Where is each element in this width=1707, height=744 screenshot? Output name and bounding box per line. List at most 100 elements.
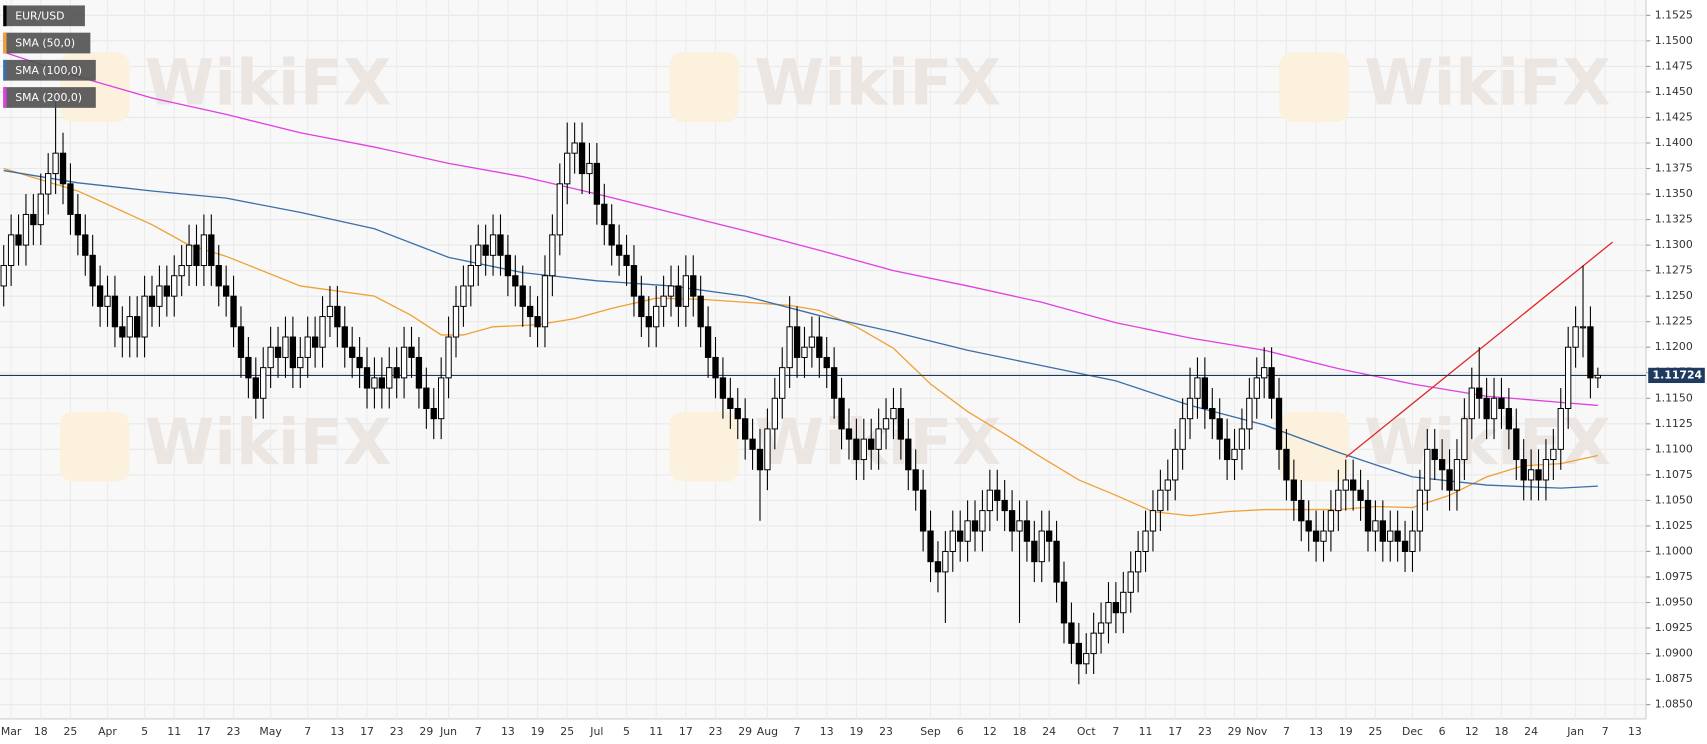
y-tick-label: 1.1450 xyxy=(1655,85,1693,98)
x-tick-label: Mar xyxy=(1,725,22,738)
x-tick-label: 23 xyxy=(709,725,723,738)
legend-label: SMA (200,0) xyxy=(15,91,82,104)
candle-body xyxy=(1075,642,1082,665)
candle-body xyxy=(156,285,163,307)
watermark: WikiFX xyxy=(145,405,392,479)
x-tick-label: 13 xyxy=(820,725,834,738)
x-tick-label: Apr xyxy=(98,725,117,738)
candle-body xyxy=(1401,540,1409,552)
y-tick-label: 1.1225 xyxy=(1655,315,1693,328)
candle-body xyxy=(1157,489,1164,512)
x-tick-label: 12 xyxy=(983,725,997,738)
legend-swatch xyxy=(3,87,7,108)
candle-body xyxy=(171,275,178,297)
candle-body xyxy=(1290,479,1298,501)
candle-body xyxy=(489,234,497,256)
x-tick-label: 7 xyxy=(304,725,311,738)
candle-body xyxy=(838,397,845,430)
watermark: WikiFX xyxy=(754,46,1001,120)
candle-body xyxy=(1461,418,1468,461)
candle-body xyxy=(475,244,482,267)
y-tick-label: 1.1100 xyxy=(1655,442,1693,455)
candle-body xyxy=(215,265,222,287)
x-tick-label: 11 xyxy=(649,725,663,738)
legend-box xyxy=(3,87,96,108)
candle-body xyxy=(934,561,942,573)
candle-body xyxy=(111,295,119,328)
x-tick-label: 7 xyxy=(475,725,482,738)
candle-body xyxy=(1416,489,1424,532)
candle-body xyxy=(1112,602,1120,614)
candle-body xyxy=(1335,489,1342,512)
candle-body xyxy=(104,295,111,307)
candle-body xyxy=(1038,530,1045,563)
candle-body xyxy=(704,326,712,358)
x-tick-label: 12 xyxy=(1465,725,1479,738)
candle-body xyxy=(96,285,104,307)
candle-body xyxy=(682,275,690,307)
candle-body xyxy=(630,265,638,297)
candle-body xyxy=(1565,346,1572,409)
legend-label: EUR/USD xyxy=(15,9,64,22)
x-tick-label: 19 xyxy=(1339,725,1353,738)
candle-body xyxy=(1046,530,1053,542)
candle-body xyxy=(1379,520,1386,542)
x-tick-label: 29 xyxy=(1228,725,1242,738)
candle-body xyxy=(1253,377,1260,399)
candle-body xyxy=(134,316,141,338)
x-tick-label: 5 xyxy=(623,725,630,738)
candle-body xyxy=(771,397,778,430)
y-tick-label: 1.0850 xyxy=(1655,698,1693,711)
x-tick-label: 24 xyxy=(1042,725,1056,738)
watermark-logo xyxy=(1279,411,1349,482)
x-tick-label: 11 xyxy=(1139,725,1153,738)
x-tick-label: 25 xyxy=(560,725,574,738)
x-tick-label: Jul xyxy=(589,725,603,738)
candle-body xyxy=(52,152,59,175)
candle-body xyxy=(890,408,897,420)
candle-body xyxy=(1134,550,1142,573)
y-tick-label: 1.1525 xyxy=(1655,8,1693,21)
candle-body xyxy=(1476,387,1483,399)
x-tick-label: 13 xyxy=(501,725,515,738)
candle-body xyxy=(237,326,245,358)
candle-body xyxy=(786,326,793,369)
candle-body xyxy=(971,520,979,532)
candle-body xyxy=(74,213,82,236)
candle-body xyxy=(697,295,704,328)
candle-body xyxy=(734,408,741,420)
candle-body xyxy=(245,356,252,379)
candle-body xyxy=(823,356,830,369)
watermark: WikiFX xyxy=(1364,46,1611,120)
candle-body xyxy=(1008,510,1016,532)
candle-body xyxy=(1372,520,1379,532)
watermark-logo xyxy=(669,411,740,482)
candle-body xyxy=(371,377,378,389)
x-tick-label: 5 xyxy=(141,725,148,738)
candle-body xyxy=(7,234,15,267)
x-tick-label: 7 xyxy=(1602,725,1609,738)
x-tick-label: 23 xyxy=(879,725,893,738)
candle-body xyxy=(1550,448,1557,461)
candle-body xyxy=(593,162,601,205)
candle-body xyxy=(178,265,185,277)
candle-body xyxy=(267,346,274,369)
candle-body xyxy=(578,142,586,175)
x-tick-label: 17 xyxy=(679,725,693,738)
x-tick-label: Sep xyxy=(920,725,941,738)
candle-body xyxy=(200,234,208,267)
candle-body xyxy=(512,275,519,287)
candle-body xyxy=(1186,397,1194,420)
candle-body xyxy=(868,438,875,450)
candle-body xyxy=(615,244,623,256)
candle-body xyxy=(89,254,96,287)
candle-body xyxy=(875,428,882,450)
candle-body xyxy=(905,438,912,471)
candle-body xyxy=(1060,581,1068,624)
candle-body xyxy=(319,316,326,348)
candle-body xyxy=(853,438,860,461)
x-tick-label: 6 xyxy=(957,725,964,738)
candle-body xyxy=(1527,469,1535,481)
x-tick-label: Aug xyxy=(757,725,778,738)
